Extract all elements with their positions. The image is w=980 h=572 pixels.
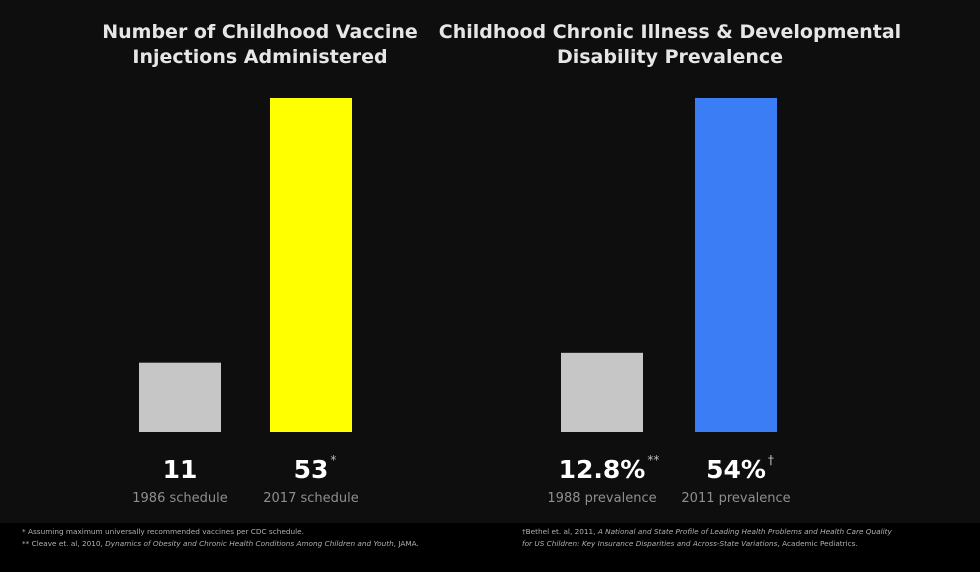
data-label-1-2: 53 xyxy=(294,455,329,484)
bar-2-2 xyxy=(695,98,777,432)
slide-area: Number of Childhood Vaccine Injections A… xyxy=(0,0,980,523)
left-chart-title: Number of Childhood Vaccine Injections A… xyxy=(60,20,460,70)
footnote-left-2-pre: ** Cleave et. al, 2010, xyxy=(22,539,106,548)
category-label-1-1: 1986 schedule xyxy=(132,491,227,506)
footnote-right-2-post: , Academic Pediatrics. xyxy=(777,539,858,548)
footnote-left-1: * Assuming maximum universally recommend… xyxy=(22,526,304,537)
bar-charts: 11 1986 schedule 53 * 2017 schedule 12.8% ** 19… xyxy=(132,98,791,506)
left-chart-title-line-2: Injections Administered xyxy=(132,46,388,68)
right-chart-title-line-2: Disability Prevalence xyxy=(556,46,784,68)
category-label-2-1: 1988 prevalence xyxy=(547,491,656,506)
footnote-left-2: ** Cleave et. al, 2010, Dynamics of Obes… xyxy=(22,538,419,549)
category-label-1-2: 2017 schedule xyxy=(263,491,358,506)
footnote-right-1-pre: †Bethel et. al, 2011, xyxy=(522,527,598,536)
bar-1-2 xyxy=(270,98,352,432)
footnote-right-2: for US Children: Key Insurance Dispariti… xyxy=(522,538,858,549)
right-chart-title-line-1: Childhood Chronic Illness & Developmenta… xyxy=(438,21,902,43)
bar-1-1 xyxy=(139,362,221,432)
footnote-right-1-italic: A National and State Profile of Leading … xyxy=(597,527,892,536)
left-chart-title-line-1: Number of Childhood Vaccine xyxy=(102,21,418,43)
footnote-right-2-italic: for US Children: Key Insurance Dispariti… xyxy=(522,539,778,548)
data-label-2-1: 12.8% xyxy=(559,455,646,484)
data-label-1-1: 11 xyxy=(163,455,198,484)
footnote-left-1-text: * Assuming maximum universally recommend… xyxy=(22,527,304,536)
right-chart-title: Childhood Chronic Illness & Developmenta… xyxy=(420,20,920,70)
data-label-2-2: 54% xyxy=(706,455,766,484)
data-label-mark-2-1: ** xyxy=(647,453,659,467)
data-label-mark-1-2: * xyxy=(330,453,336,467)
data-label-mark-2-2: † xyxy=(768,453,774,467)
footnotes: * Assuming maximum universally recommend… xyxy=(0,523,980,572)
category-label-2-2: 2011 prevalence xyxy=(681,491,790,506)
footnote-right-1: †Bethel et. al, 2011, A National and Sta… xyxy=(522,526,892,537)
footnote-left-2-post: , JAMA. xyxy=(393,539,419,548)
footnote-left-2-italic: Dynamics of Obesity and Chronic Health C… xyxy=(105,539,394,548)
bar-2-1 xyxy=(561,352,643,432)
